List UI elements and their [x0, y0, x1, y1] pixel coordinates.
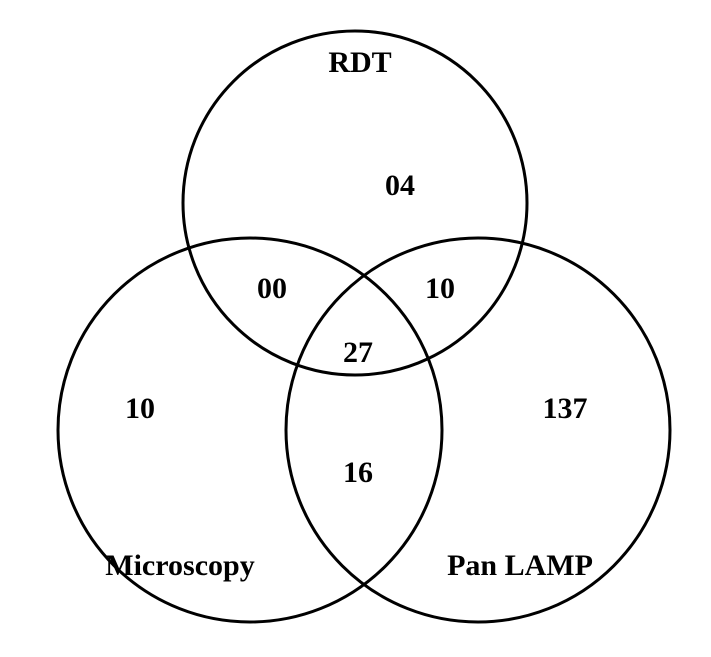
- region-left-right: 16: [343, 456, 373, 489]
- region-top-only: 04: [385, 169, 415, 202]
- region-top-right: 10: [425, 272, 455, 305]
- set-label-top: RDT: [328, 46, 391, 79]
- region-top-left: 00: [257, 272, 287, 305]
- region-right-only: 137: [543, 392, 588, 425]
- set-label-right: Pan LAMP: [447, 549, 593, 582]
- region-center: 27: [343, 336, 373, 369]
- venn-diagram: RDT Microscopy Pan LAMP 04 00 10 27 10 1…: [0, 0, 711, 657]
- set-label-left: Microscopy: [105, 549, 254, 582]
- venn-circle-top: [183, 31, 527, 375]
- region-left-only: 10: [125, 392, 155, 425]
